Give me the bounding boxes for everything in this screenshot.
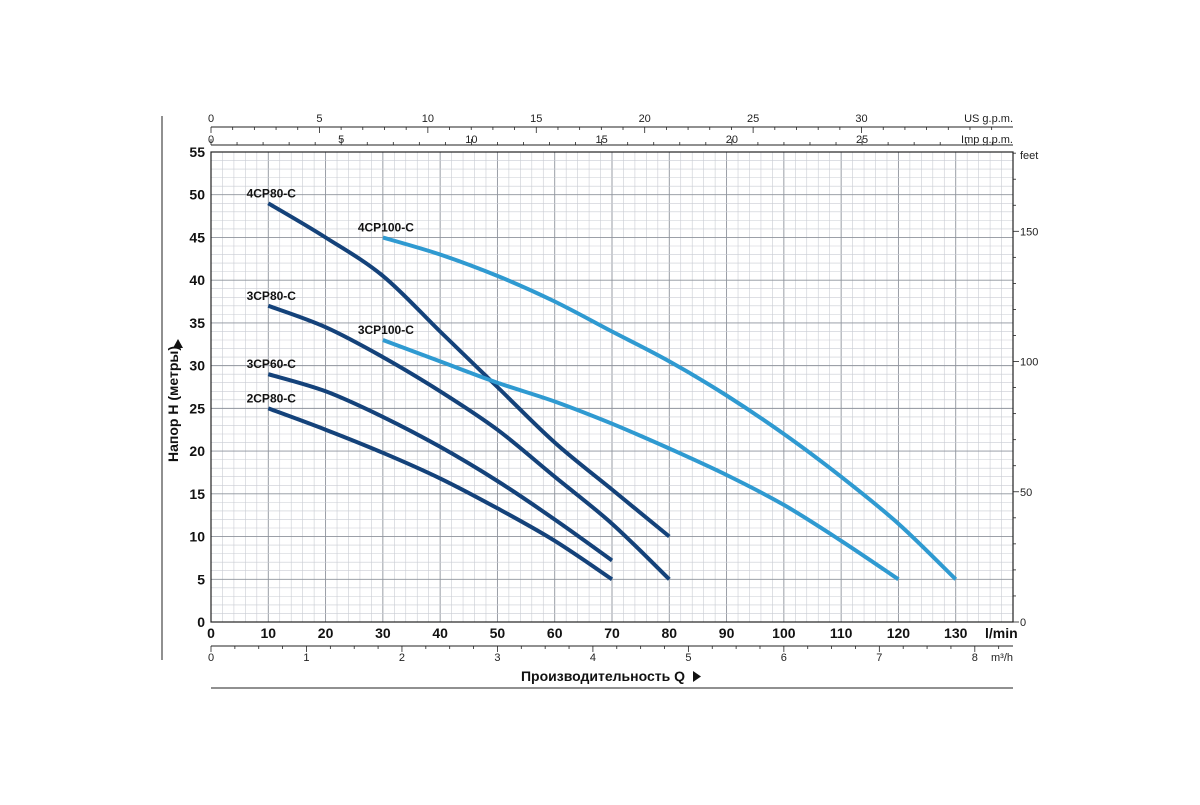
series-label-3cp100-c: 3CP100-C bbox=[358, 323, 414, 337]
series-line-4cp80-c bbox=[267, 201, 671, 539]
x-tick-label: 0 bbox=[207, 625, 215, 641]
series-line-3cp100-c bbox=[382, 338, 900, 581]
x-axis-title: Производительность Q bbox=[521, 668, 685, 684]
series-label-4cp100-c: 4CP100-C bbox=[358, 220, 414, 234]
m3h-axis-label: 6 bbox=[781, 652, 787, 664]
y-tick-label: 50 bbox=[189, 187, 205, 203]
us-gpm-axis-label: 25 bbox=[747, 113, 759, 125]
x-tick-label: 20 bbox=[318, 625, 334, 641]
x-axis-unit: l/min bbox=[985, 625, 1018, 641]
x-tick-label: 90 bbox=[719, 625, 735, 641]
y-axis-arrow-icon bbox=[173, 339, 183, 348]
x-tick-label: 130 bbox=[944, 625, 968, 641]
series bbox=[267, 201, 958, 581]
us-gpm-axis-label: 10 bbox=[422, 113, 434, 125]
y-tick-label: 55 bbox=[189, 144, 205, 160]
series-line-3cp80-c bbox=[267, 303, 671, 581]
imp-gpm-axis-label: 15 bbox=[596, 134, 608, 146]
y-tick-label: 40 bbox=[189, 272, 205, 288]
m3h-axis-unit: m³/h bbox=[991, 652, 1013, 664]
feet-axis-label: 0 bbox=[1020, 617, 1026, 629]
m3h-axis-label: 0 bbox=[208, 652, 214, 664]
feet-axis-label: 150 bbox=[1020, 226, 1038, 238]
y-tick-label: 25 bbox=[189, 400, 205, 416]
x-tick-label: 10 bbox=[260, 625, 276, 641]
plot-frame bbox=[210, 151, 1014, 623]
us-gpm-axis-label: 20 bbox=[639, 113, 651, 125]
m3h-axis-label: 2 bbox=[399, 652, 405, 664]
us-gpm-axis-label: 15 bbox=[530, 113, 542, 125]
feet-axis-label: 100 bbox=[1020, 357, 1038, 369]
us-gpm-axis-label: 30 bbox=[855, 113, 867, 125]
y-tick-label: 15 bbox=[189, 486, 205, 502]
series-label-3cp60-c: 3CP60-C bbox=[247, 357, 297, 371]
m3h-axis-label: 1 bbox=[303, 652, 309, 664]
imp-gpm-axis-label: 20 bbox=[726, 134, 738, 146]
x-tick-label: 50 bbox=[490, 625, 506, 641]
us-gpm-axis-label: 5 bbox=[316, 113, 322, 125]
feet-axis-unit: feet bbox=[1020, 150, 1038, 162]
x-tick-label: 110 bbox=[830, 625, 853, 641]
x-axis-arrow-icon bbox=[693, 671, 701, 682]
x-tick-label: 30 bbox=[375, 625, 391, 641]
m3h-axis-label: 5 bbox=[685, 652, 691, 664]
y-tick-label: 30 bbox=[189, 358, 205, 374]
feet-axis-label: 50 bbox=[1020, 487, 1032, 499]
y-tick-label: 35 bbox=[189, 315, 205, 331]
m3h-axis-label: 8 bbox=[972, 652, 978, 664]
imp-gpm-axis-unit: Imp g.p.m. bbox=[961, 134, 1013, 146]
m3h-axis-label: 7 bbox=[876, 652, 882, 664]
m3h-axis-label: 3 bbox=[494, 652, 500, 664]
us-gpm-axis-label: 0 bbox=[208, 113, 214, 125]
grid bbox=[210, 151, 1014, 623]
series-line-3cp60-c bbox=[267, 372, 614, 563]
x-tick-label: 120 bbox=[887, 625, 911, 641]
x-tick-label: 60 bbox=[547, 625, 563, 641]
imp-gpm-axis-label: 10 bbox=[465, 134, 477, 146]
y-axis-title: Напор H (метры) bbox=[165, 346, 181, 462]
x-tick-label: 70 bbox=[604, 625, 620, 641]
series-label-4cp80-c: 4CP80-C bbox=[247, 186, 297, 200]
x-tick-label: 80 bbox=[661, 625, 677, 641]
imp-gpm-axis-label: 5 bbox=[338, 134, 344, 146]
series-labels: 4CP80-C 3CP80-C 3CP60-C 2CP80-C 4CP100-C 3CP1… bbox=[247, 186, 415, 405]
y-tick-label: 0 bbox=[197, 614, 205, 630]
y-tick-label: 5 bbox=[197, 571, 205, 587]
x-tick-label: 40 bbox=[432, 625, 448, 641]
imp-gpm-axis-label: 0 bbox=[208, 134, 214, 146]
series-line-2cp80-c bbox=[267, 406, 614, 581]
series-label-3cp80-c: 3CP80-C bbox=[247, 289, 297, 303]
imp-gpm-axis-label: 25 bbox=[856, 134, 868, 146]
y-tick-label: 45 bbox=[189, 229, 205, 245]
series-label-2cp80-c: 2CP80-C bbox=[247, 391, 297, 405]
x-tick-label: 100 bbox=[772, 625, 796, 641]
m3h-axis-label: 4 bbox=[590, 652, 596, 664]
y-tick-label: 20 bbox=[189, 443, 205, 459]
y-tick-label: 10 bbox=[189, 529, 205, 545]
series-line-4cp100-c bbox=[382, 235, 958, 581]
us-gpm-axis-unit: US g.p.m. bbox=[964, 113, 1013, 125]
